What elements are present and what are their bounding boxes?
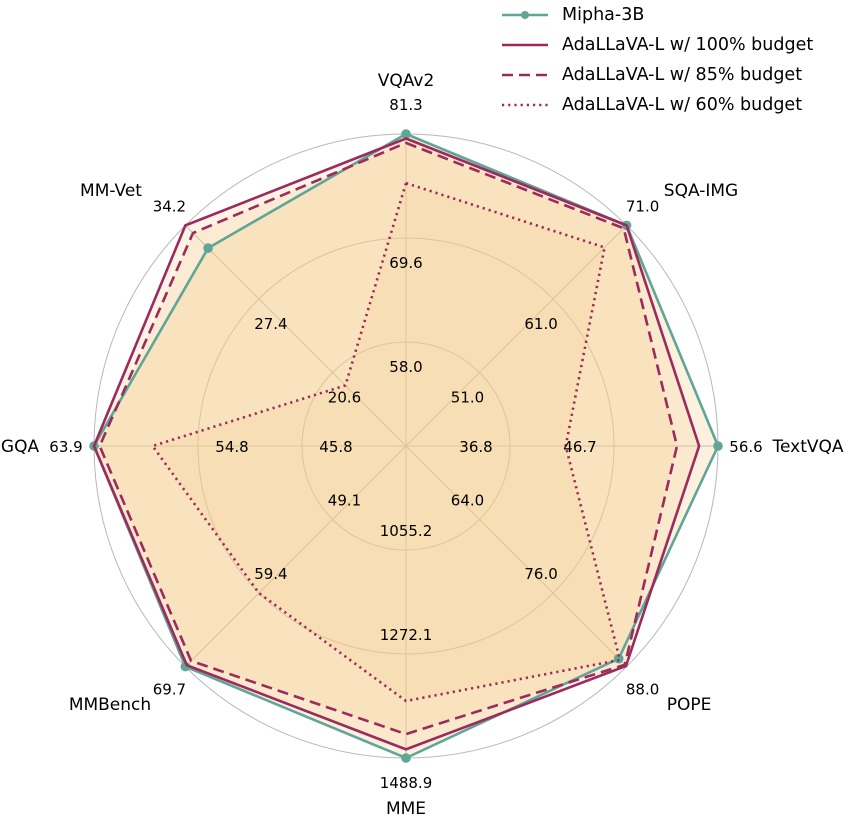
tick-label: 63.9 [49,438,82,456]
grid-spoke [185,225,407,447]
tick-label: 69.7 [153,681,186,699]
series-point [401,129,411,139]
tick-label: 61.0 [524,315,557,333]
tick-label: 88.0 [626,681,659,699]
legend-label: AdaLLaVA-L w/ 100% budget [562,35,814,55]
axis-label: MM-Vet [80,181,142,201]
tick-label: 20.6 [328,389,361,407]
legend-label: Mipha-3B [562,5,645,25]
tick-label: 49.1 [328,492,361,510]
axis-label: SQA-IMG [664,181,738,201]
tick-label: 56.6 [729,438,762,456]
series-fill [94,138,700,750]
axis-label: MME [386,799,426,816]
tick-label: 1055.2 [380,522,433,540]
tick-label: 69.6 [389,254,422,272]
legend-swatch [502,103,548,107]
axis-label: POPE [667,695,712,715]
legend-label: AdaLLaVA-L w/ 85% budget [562,65,803,85]
legend-swatch [502,73,548,77]
tick-label: 45.8 [319,438,352,456]
series-fill [99,142,677,735]
tick-label: 58.0 [389,358,422,376]
radar-series [89,129,723,763]
legend-item: AdaLLaVA-L w/ 85% budget [500,60,852,90]
tick-label: 71.0 [626,197,659,215]
grid-spoke [405,225,627,447]
legend-item: AdaLLaVA-L w/ 100% budget [500,30,852,60]
series-fill [152,183,620,702]
tick-label: 59.4 [254,565,287,583]
tick-label: 1272.1 [380,626,433,644]
radar-fills [94,134,718,758]
legend-item: Mipha-3B [500,0,852,30]
tick-label: 81.3 [389,96,422,114]
axis-label: GQA [1,437,40,457]
series-point [613,653,624,664]
grid-spoke [185,445,407,667]
tick-label: 54.8 [215,438,248,456]
series-line [92,137,701,751]
tick-label: 27.4 [254,315,287,333]
series-point [401,753,411,763]
legend-swatch [502,43,548,47]
radar-axis-labels: VQAv2 SQA-IMG TextVQA POPE MME MMBench GQA MM-V… [1,71,844,816]
tick-label: 1488.9 [380,774,433,792]
tick-label: 46.7 [563,438,596,456]
legend-swatch [502,11,548,19]
tick-label: 51.0 [451,389,484,407]
axis-label: MMBench [69,695,151,715]
axis-label: TextVQA [771,437,843,457]
radar-tick-labels: 58.0 69.6 81.3 51.0 61.0 71.0 36.8 46.7 56.6 64.0… [49,96,762,792]
legend-item: AdaLLaVA-L w/ 60% budget [500,90,852,120]
chart-legend: Mipha-3B AdaLLaVA-L w/ 100% budget AdaLLaV… [500,0,852,120]
tick-label: 76.0 [524,565,557,583]
series-line [150,181,622,703]
series-line [98,141,679,736]
tick-label: 64.0 [451,492,484,510]
axis-label: VQAv2 [378,71,435,91]
tick-label: 34.2 [153,197,186,215]
legend-label: AdaLLaVA-L w/ 60% budget [562,95,803,115]
series-point [713,441,723,451]
series-fill [94,134,718,758]
grid-spoke [405,445,627,667]
series-point [203,243,213,253]
tick-label: 36.8 [459,438,492,456]
